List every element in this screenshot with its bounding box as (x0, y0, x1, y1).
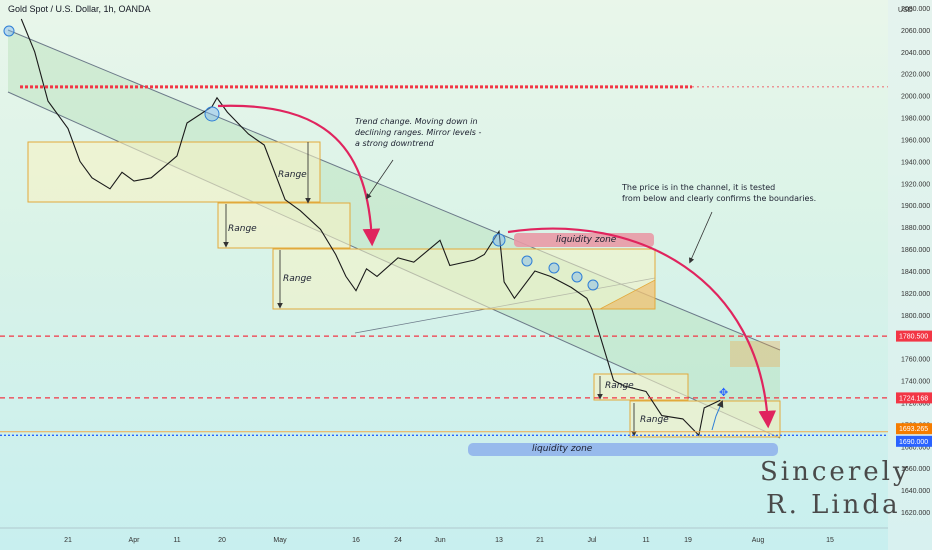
range-arrows (223, 142, 637, 437)
note-pointer-left (366, 159, 394, 200)
x-tick-label: 11 (173, 537, 180, 544)
price-tag-label: 1780.500 (899, 334, 928, 341)
range-label: Range (605, 381, 634, 391)
y-tick-label: 1720.000 (901, 400, 930, 407)
currency-label: USD (898, 7, 913, 14)
projection-arrow (711, 400, 724, 431)
y-tick-label: 1640.000 (901, 488, 930, 495)
range-box (217, 202, 351, 249)
price-tag (896, 392, 932, 404)
y-tick-label: 1880.000 (901, 225, 930, 232)
x-tick-label: 19 (684, 537, 692, 544)
x-tick-label: Apr (129, 537, 141, 544)
price-tag (896, 435, 932, 447)
price-tag (896, 330, 932, 342)
y-tick-label: 1920.000 (901, 181, 930, 188)
liquidity-zone-bottom (468, 443, 778, 456)
target-box (730, 341, 780, 367)
range-box (593, 373, 689, 401)
range-label: Range (283, 274, 312, 284)
y-tick-label: 1740.000 (901, 379, 930, 386)
range-box (272, 248, 656, 310)
y-tick-label: 1960.000 (901, 138, 930, 145)
y-tick-label: 2060.000 (901, 28, 930, 35)
y-tick-label: 1820.000 (901, 291, 930, 298)
y-tick-label: 1660.000 (901, 466, 930, 473)
x-tick-label: 21 (536, 537, 544, 544)
orange-wedge (599, 279, 656, 310)
price-tag-label: 1724.168 (899, 395, 928, 402)
note-pointer-right (689, 211, 713, 264)
y-tick-label: 1980.000 (901, 116, 930, 123)
y-tick-label: 2080.000 (901, 6, 930, 13)
x-tick-label: Jun (434, 537, 445, 544)
trend-note-line: declining ranges. Mirror levels - (355, 128, 482, 137)
y-tick-label: 1620.000 (901, 510, 930, 517)
liquidity-label-bottom: liquidity zone (532, 444, 593, 454)
chart-title: Gold Spot / U.S. Dollar, 1h, OANDA (8, 4, 151, 14)
y-tick-label: 1840.000 (901, 269, 930, 276)
channel-note: The price is in the channel, it is teste… (622, 182, 816, 204)
y-tick-label: 2040.000 (901, 50, 930, 57)
y-tick-label: 1940.000 (901, 159, 930, 166)
y-tick-label: 1800.000 (901, 313, 930, 320)
x-tick-label: 20 (218, 537, 226, 544)
x-tick-label: Aug (752, 537, 765, 544)
curve-arrow-right (507, 227, 777, 429)
curve-arrow-left (217, 104, 381, 247)
y-tick-label: 1680.000 (901, 444, 930, 451)
y-tick-label: 1760.000 (901, 357, 930, 364)
price-tag (896, 423, 932, 435)
y-tick-label: 1860.000 (901, 247, 930, 254)
trend-note: Trend change. Moving down in declining r… (355, 116, 481, 149)
y-tick-label: 2000.000 (901, 94, 930, 101)
x-tick-label: 15 (826, 537, 834, 544)
y-tick-label: 2020.000 (901, 72, 930, 79)
trend-note-line: Trend change. Moving down in (355, 117, 478, 126)
x-tick-label: Jul (588, 537, 597, 544)
x-tick-label: May (273, 537, 287, 544)
signature-line-2: R. Linda (766, 490, 901, 520)
price-tag-label: 1690.000 (899, 439, 928, 446)
range-label: Range (228, 224, 257, 234)
price-line (20, 18, 721, 437)
y-axis-panel (888, 0, 932, 550)
liquidity-label-top: liquidity zone (556, 235, 617, 245)
trend-note-line: a strong downtrend (355, 139, 434, 148)
channel-note-line: from below and clearly confirms the boun… (622, 194, 817, 203)
crosshair-icon: ✥ (719, 386, 728, 399)
x-axis: 21 Apr 11 20 May 16 24 Jun 13 21 Jul 11 19 Aug 15 (0, 527, 888, 544)
range-box (27, 141, 321, 203)
touch-points (3, 25, 599, 291)
range-label: Range (640, 415, 669, 425)
horizontal-levels (0, 85, 888, 436)
channel-note-line: The price is in the channel, it is teste… (622, 183, 776, 192)
x-tick-label: 24 (394, 537, 402, 544)
x-tick-label: 16 (352, 537, 360, 544)
x-tick-label: 13 (495, 537, 503, 544)
price-tag-label: 1693.265 (899, 426, 928, 433)
x-tick-label: 11 (642, 537, 649, 544)
y-tick-label: 1900.000 (901, 203, 930, 210)
signature-line-1: Sincerely (760, 457, 911, 487)
range-label: Range (278, 170, 307, 180)
x-tick-label: 21 (64, 537, 72, 544)
